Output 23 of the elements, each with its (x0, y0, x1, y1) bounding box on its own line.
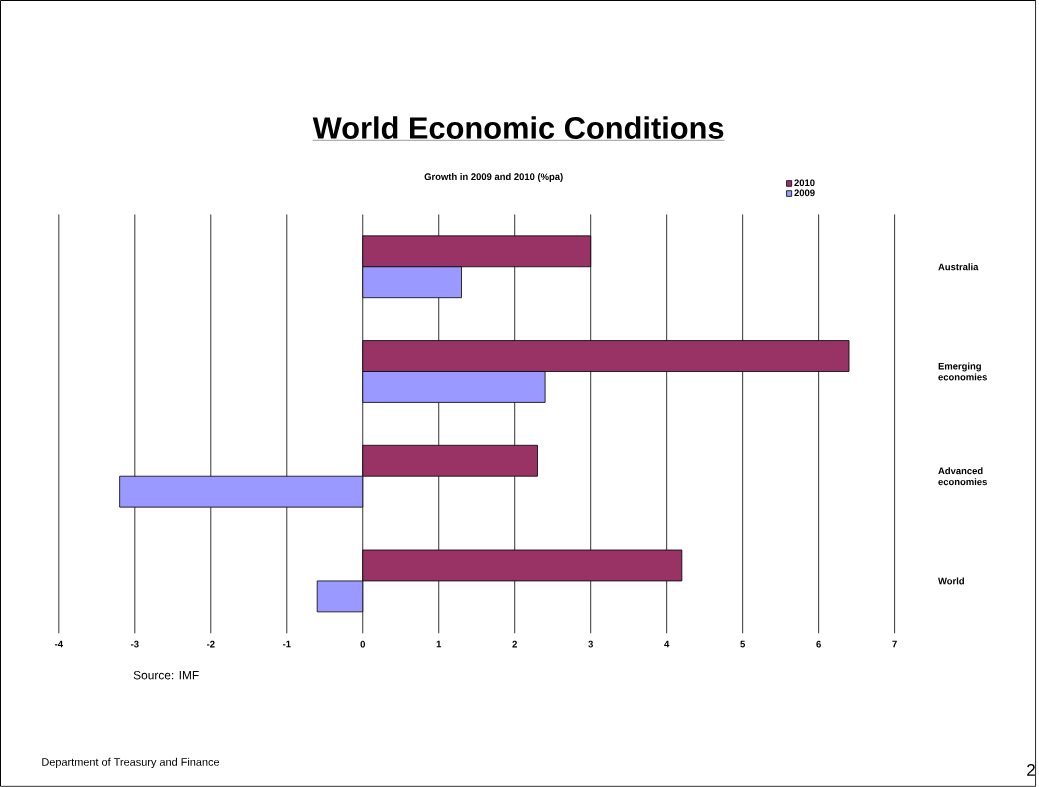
source-note: Source: IMF (133, 671, 199, 680)
y-tick-label: World (938, 577, 964, 585)
x-tick-label: 6 (816, 640, 821, 648)
chart-title: World Economic Conditions (312, 116, 724, 139)
x-tick-label: -1 (282, 640, 291, 648)
text: Department of Treasury and Finance (42, 757, 220, 769)
x-tick-label: -4 (55, 640, 63, 648)
x-tick-label: 2 (512, 640, 517, 648)
x-tick-label: 1 (436, 640, 442, 648)
legend-label: 2009 (794, 189, 815, 197)
x-tick-label: 0 (360, 640, 365, 648)
text: 2 (1027, 764, 1035, 776)
y-tick-label: Advanced economies (938, 467, 987, 486)
y-tick-label: Australia (938, 263, 979, 271)
x-tick-label: 5 (740, 640, 746, 648)
x-tick-label: 7 (892, 640, 897, 648)
x-tick-label: -3 (131, 640, 139, 648)
x-tick-label: 4 (664, 640, 670, 648)
x-tick-label: -2 (206, 640, 215, 648)
legend-label: 2010 (794, 179, 815, 187)
x-tick-label: 3 (588, 640, 593, 648)
y-tick-label: Emerging economies (938, 362, 987, 381)
chart-subtitle: Growth in 2009 and 2010 (%pa) (424, 173, 563, 182)
